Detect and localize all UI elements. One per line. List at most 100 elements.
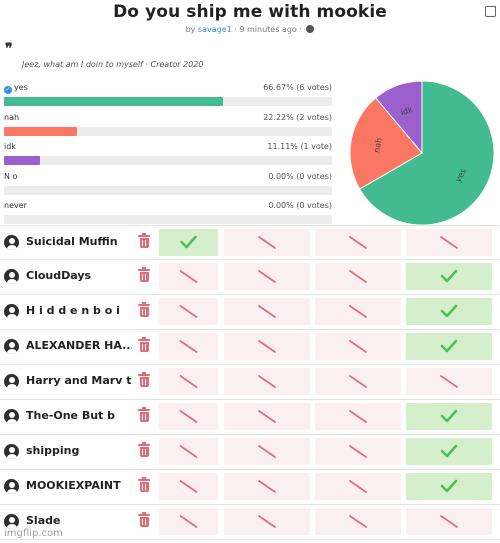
voter-name[interactable]: The-One But b: [26, 409, 116, 422]
trash-icon[interactable]: [138, 267, 150, 283]
slash-icon: [349, 480, 367, 493]
voter-row: H i d d e n b o i: [0, 295, 500, 330]
external-link-icon[interactable]: [485, 6, 496, 17]
user-avatar-icon[interactable]: [4, 374, 19, 389]
vote-cell-no[interactable]: [159, 333, 218, 360]
vote-cell-no[interactable]: [315, 473, 401, 500]
pie-label-nah: nah: [372, 137, 383, 153]
trash-icon[interactable]: [138, 302, 150, 318]
vote-cell-no[interactable]: [224, 263, 310, 290]
trash-icon[interactable]: [138, 512, 150, 528]
result-bar-track: [4, 215, 332, 224]
poll-option-never[interactable]: never 0.00% (0 votes): [4, 201, 332, 231]
vote-cell-no[interactable]: [159, 368, 218, 395]
poll-option-idk[interactable]: idk 11.11% (1 vote): [4, 142, 332, 172]
vote-cell-no[interactable]: [159, 298, 218, 325]
slash-icon: [349, 305, 367, 318]
vote-cell-no[interactable]: [315, 263, 401, 290]
vote-cell-no[interactable]: [315, 403, 401, 430]
voter-name[interactable]: Harry and Marv t...: [26, 374, 132, 387]
trash-icon[interactable]: [138, 477, 150, 493]
vote-cell-no[interactable]: [406, 229, 492, 256]
vote-cell-no[interactable]: [159, 473, 218, 500]
vote-cell-no[interactable]: [315, 298, 401, 325]
vote-cell-yes[interactable]: [406, 438, 492, 465]
vote-cell-no[interactable]: [224, 438, 310, 465]
option-text: yes: [14, 83, 28, 92]
vote-cell-no[interactable]: [406, 508, 492, 535]
vote-cell-no[interactable]: [224, 229, 310, 256]
vote-cell-no[interactable]: [224, 473, 310, 500]
user-avatar-icon[interactable]: [4, 514, 19, 529]
vote-cell-yes[interactable]: [406, 473, 492, 500]
by-prefix: by: [185, 25, 196, 34]
trash-icon[interactable]: [138, 442, 150, 458]
voter-name[interactable]: MOOKIEXPAINT: [26, 479, 121, 492]
poll-option-nah[interactable]: nah 22.22% (2 votes): [4, 113, 332, 143]
option-label: never: [4, 201, 27, 210]
author-link[interactable]: savage1: [197, 25, 232, 34]
slash-icon: [440, 515, 458, 528]
voter-name[interactable]: Suicidal Muffin: [26, 235, 118, 248]
vote-cell-no[interactable]: [315, 508, 401, 535]
slash-icon: [179, 445, 198, 458]
user-avatar-icon[interactable]: [4, 235, 19, 250]
slash-icon: [179, 340, 198, 353]
poll-option-yes[interactable]: ✓ yes 66.67% (6 votes): [4, 83, 332, 113]
vote-cell-no[interactable]: [159, 403, 218, 430]
vote-cell-yes[interactable]: [406, 333, 492, 360]
trash-icon[interactable]: [138, 337, 150, 353]
trash-icon[interactable]: [138, 407, 150, 423]
slash-icon: [258, 270, 276, 283]
vote-cell-no[interactable]: [159, 438, 218, 465]
user-avatar-icon[interactable]: [4, 304, 19, 319]
vote-cell-no[interactable]: [224, 508, 310, 535]
voter-row: ALEXANDER HA...: [0, 330, 500, 365]
user-avatar-icon[interactable]: [4, 479, 19, 494]
vote-cell-no[interactable]: [406, 368, 492, 395]
voter-name[interactable]: shipping: [26, 444, 80, 457]
option-label: N o: [4, 172, 17, 181]
user-avatar-icon[interactable]: [4, 444, 19, 459]
voter-name[interactable]: CloudDays: [26, 269, 92, 282]
vote-cell-no[interactable]: [159, 263, 218, 290]
result-bar-fill: [4, 97, 223, 106]
pie-slice-yes: [358, 80, 495, 226]
user-avatar-icon[interactable]: [4, 339, 19, 354]
voter-row: Slade: [0, 505, 500, 540]
slash-icon: [258, 445, 276, 458]
poll-meta: by savage1 · 9 minutes ago ·: [0, 25, 500, 34]
voter-name[interactable]: H i d d e n b o i: [26, 304, 120, 317]
vote-cell-yes[interactable]: [406, 403, 492, 430]
watermark: imgflip.com: [4, 528, 63, 539]
poll-description: Jeez, what am I doin to myself · Creator…: [22, 60, 204, 69]
vote-cell-no[interactable]: [315, 333, 401, 360]
option-text: idk: [4, 142, 16, 151]
user-avatar-icon[interactable]: [4, 409, 19, 424]
voter-name[interactable]: ALEXANDER HA...: [26, 339, 132, 352]
slash-icon: [258, 340, 276, 353]
voter-name[interactable]: Slade: [26, 514, 61, 527]
vote-cell-yes[interactable]: [159, 229, 218, 256]
option-result: 66.67% (6 votes): [263, 83, 332, 92]
vote-cell-no[interactable]: [315, 438, 401, 465]
voters-table: Suicidal Muffin CloudDays H i d d e n b o …: [0, 225, 500, 540]
trash-icon[interactable]: [138, 233, 150, 249]
voter-row: MOOKIEXPAINT: [0, 470, 500, 505]
option-result: 0.00% (0 votes): [268, 201, 332, 210]
vote-cell-no[interactable]: [159, 508, 218, 535]
vote-cell-yes[interactable]: [406, 298, 492, 325]
vote-cell-no[interactable]: [224, 368, 310, 395]
vote-cell-no[interactable]: [224, 403, 310, 430]
vote-cell-no[interactable]: [224, 333, 310, 360]
poll-option-no[interactable]: N o 0.00% (0 votes): [4, 172, 332, 202]
vote-cell-no[interactable]: [315, 368, 401, 395]
vote-cell-yes[interactable]: [406, 263, 492, 290]
result-bar-track: [4, 97, 332, 106]
vote-cell-no[interactable]: [224, 298, 310, 325]
trash-icon[interactable]: [138, 372, 150, 388]
vote-cell-no[interactable]: [315, 229, 401, 256]
user-avatar-icon[interactable]: [4, 269, 19, 284]
option-label: nah: [4, 113, 19, 122]
